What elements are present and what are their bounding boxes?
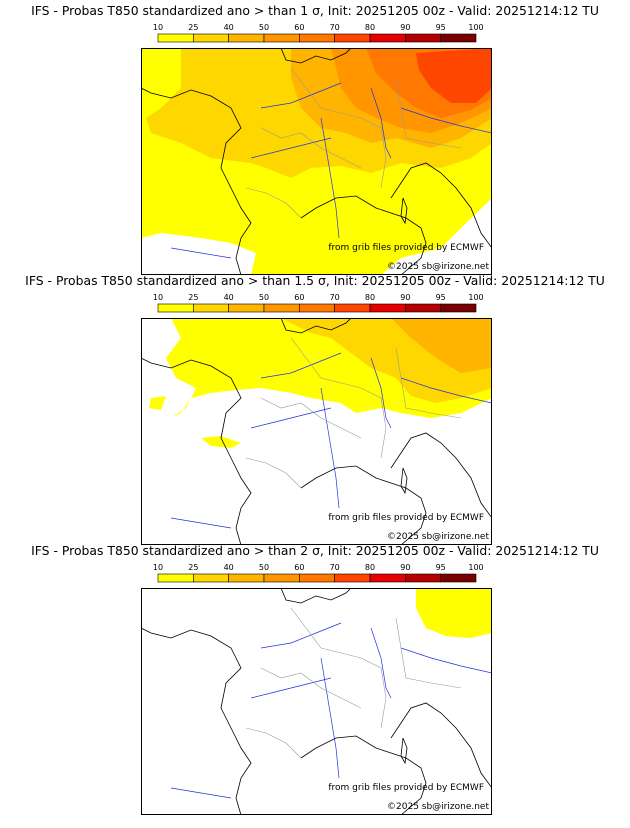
colorbar: 10 25 40 50 60 70 80 90 95 100: [153, 23, 484, 43]
data-source-credit: from grib files provided by ECMWF: [328, 243, 484, 253]
colorbar-swatch: [263, 303, 300, 313]
borders: [245, 337, 462, 489]
panel-title: IFS - Probas T850 standardized ano > tha…: [31, 543, 599, 558]
map-frame: [141, 588, 492, 815]
colorbar-swatch: [157, 303, 194, 313]
colorbar-swatch: [405, 573, 441, 583]
colorbar-tick-label: 10: [152, 563, 164, 572]
colorbar-swatch: [334, 303, 371, 313]
colorbar-tick-label: 90: [400, 563, 411, 572]
colorbar-tick-label: 40: [223, 293, 234, 302]
colorbar-swatch: [228, 33, 265, 43]
colorbar-swatch: [193, 33, 229, 43]
rivers: [170, 82, 492, 259]
forecast-panel-3: IFS - Probas T850 standardized ano > tha…: [0, 540, 630, 815]
colorbar-swatches: [157, 303, 477, 313]
data-source-credit: from grib files provided by ECMWF: [328, 513, 484, 523]
colorbar-swatch: [405, 33, 441, 43]
colorbar-tick-label: 40: [223, 563, 234, 572]
colorbar-tick-label: 90: [400, 293, 411, 302]
rivers: [170, 622, 492, 799]
colorbar-tick-label: 10: [152, 293, 164, 302]
map-frame: [141, 48, 492, 275]
probability-map: from grib files provided by ECMWF ©2025 …: [141, 318, 492, 545]
colorbar-tick-label: 100: [468, 293, 484, 302]
colorbar-swatch: [440, 33, 477, 43]
colorbar-tick-label: 10: [152, 23, 164, 32]
prob-field-yellow-patch-2: [149, 396, 166, 410]
copyright-credit: ©2025 sb@irizone.net: [387, 802, 489, 812]
borders: [245, 607, 462, 759]
colorbar-tick-label: 70: [329, 23, 340, 32]
colorbar-tick-label: 100: [468, 23, 484, 32]
colorbar-tick-label: 95: [435, 563, 446, 572]
colorbar-swatch: [299, 33, 335, 43]
forecast-panel-2: IFS - Probas T850 standardized ano > tha…: [0, 270, 630, 545]
colorbar-swatch: [228, 303, 265, 313]
colorbar-swatch: [193, 303, 229, 313]
colorbar-swatch: [334, 573, 371, 583]
data-source-credit: from grib files provided by ECMWF: [328, 783, 484, 793]
rivers: [170, 352, 492, 529]
colorbar-swatch: [157, 33, 194, 43]
colorbar-tick-label: 80: [364, 563, 376, 572]
coastlines: [141, 318, 492, 545]
colorbar-tick-label: 60: [294, 563, 305, 572]
colorbar-tick-label: 70: [329, 563, 340, 572]
colorbar-tick-label: 50: [258, 23, 270, 32]
colorbar-swatch: [369, 573, 406, 583]
map-canvas: [141, 588, 492, 815]
colorbar-swatch: [193, 573, 229, 583]
map-canvas: [141, 318, 492, 545]
coastlines: [141, 588, 492, 815]
colorbar-tick-label: 90: [400, 23, 411, 32]
colorbar: 10 25 40 50 60 70 80 90 95 100: [153, 563, 484, 583]
colorbar-swatch: [369, 303, 406, 313]
colorbar-tick-label: 100: [468, 563, 484, 572]
map-frame: [141, 318, 492, 545]
copyright-credit: ©2025 sb@irizone.net: [387, 262, 489, 272]
forecast-panel-1: IFS - Probas T850 standardized ano > tha…: [0, 0, 630, 275]
colorbar-tick-label: 95: [435, 293, 446, 302]
panel-title: IFS - Probas T850 standardized ano > tha…: [31, 3, 599, 18]
borders: [245, 67, 462, 219]
colorbar-swatch: [263, 573, 300, 583]
colorbar-swatch: [440, 573, 477, 583]
colorbar: 10 25 40 50 60 70 80 90 95 100: [153, 293, 484, 313]
colorbar-swatch: [157, 573, 194, 583]
panel-title: IFS - Probas T850 standardized ano > tha…: [25, 273, 605, 288]
colorbar-tick-label: 80: [364, 293, 376, 302]
colorbar-swatch: [299, 573, 335, 583]
colorbar-swatch: [405, 303, 441, 313]
probability-map: from grib files provided by ECMWF ©2025 …: [141, 588, 492, 815]
colorbar-swatches: [157, 33, 477, 43]
colorbar-swatches: [157, 573, 477, 583]
colorbar-tick-label: 70: [329, 293, 340, 302]
colorbar-tick-label: 50: [258, 293, 270, 302]
colorbar-tick-label: 25: [188, 23, 199, 32]
colorbar-swatch: [440, 303, 477, 313]
colorbar-tick-label: 25: [188, 293, 199, 302]
copyright-credit: ©2025 sb@irizone.net: [387, 532, 489, 542]
colorbar-tick-label: 50: [258, 563, 270, 572]
colorbar-tick-label: 60: [294, 293, 305, 302]
colorbar-tick-label: 95: [435, 23, 446, 32]
map-canvas: [141, 48, 492, 275]
prob-field-10: [416, 588, 492, 638]
prob-field-yellow-patch: [201, 436, 241, 448]
colorbar-swatch: [228, 573, 265, 583]
coastlines: [141, 48, 492, 275]
prob-field-70: [416, 48, 492, 103]
colorbar-tick-label: 60: [294, 23, 305, 32]
colorbar-tick-label: 80: [364, 23, 376, 32]
colorbar-swatch: [334, 33, 371, 43]
colorbar-swatch: [299, 303, 335, 313]
prob-field-40: [391, 318, 492, 373]
probability-map: from grib files provided by ECMWF ©2025 …: [141, 48, 492, 275]
colorbar-swatch: [369, 33, 406, 43]
colorbar-tick-label: 40: [223, 23, 234, 32]
colorbar-tick-label: 25: [188, 563, 199, 572]
colorbar-swatch: [263, 33, 300, 43]
